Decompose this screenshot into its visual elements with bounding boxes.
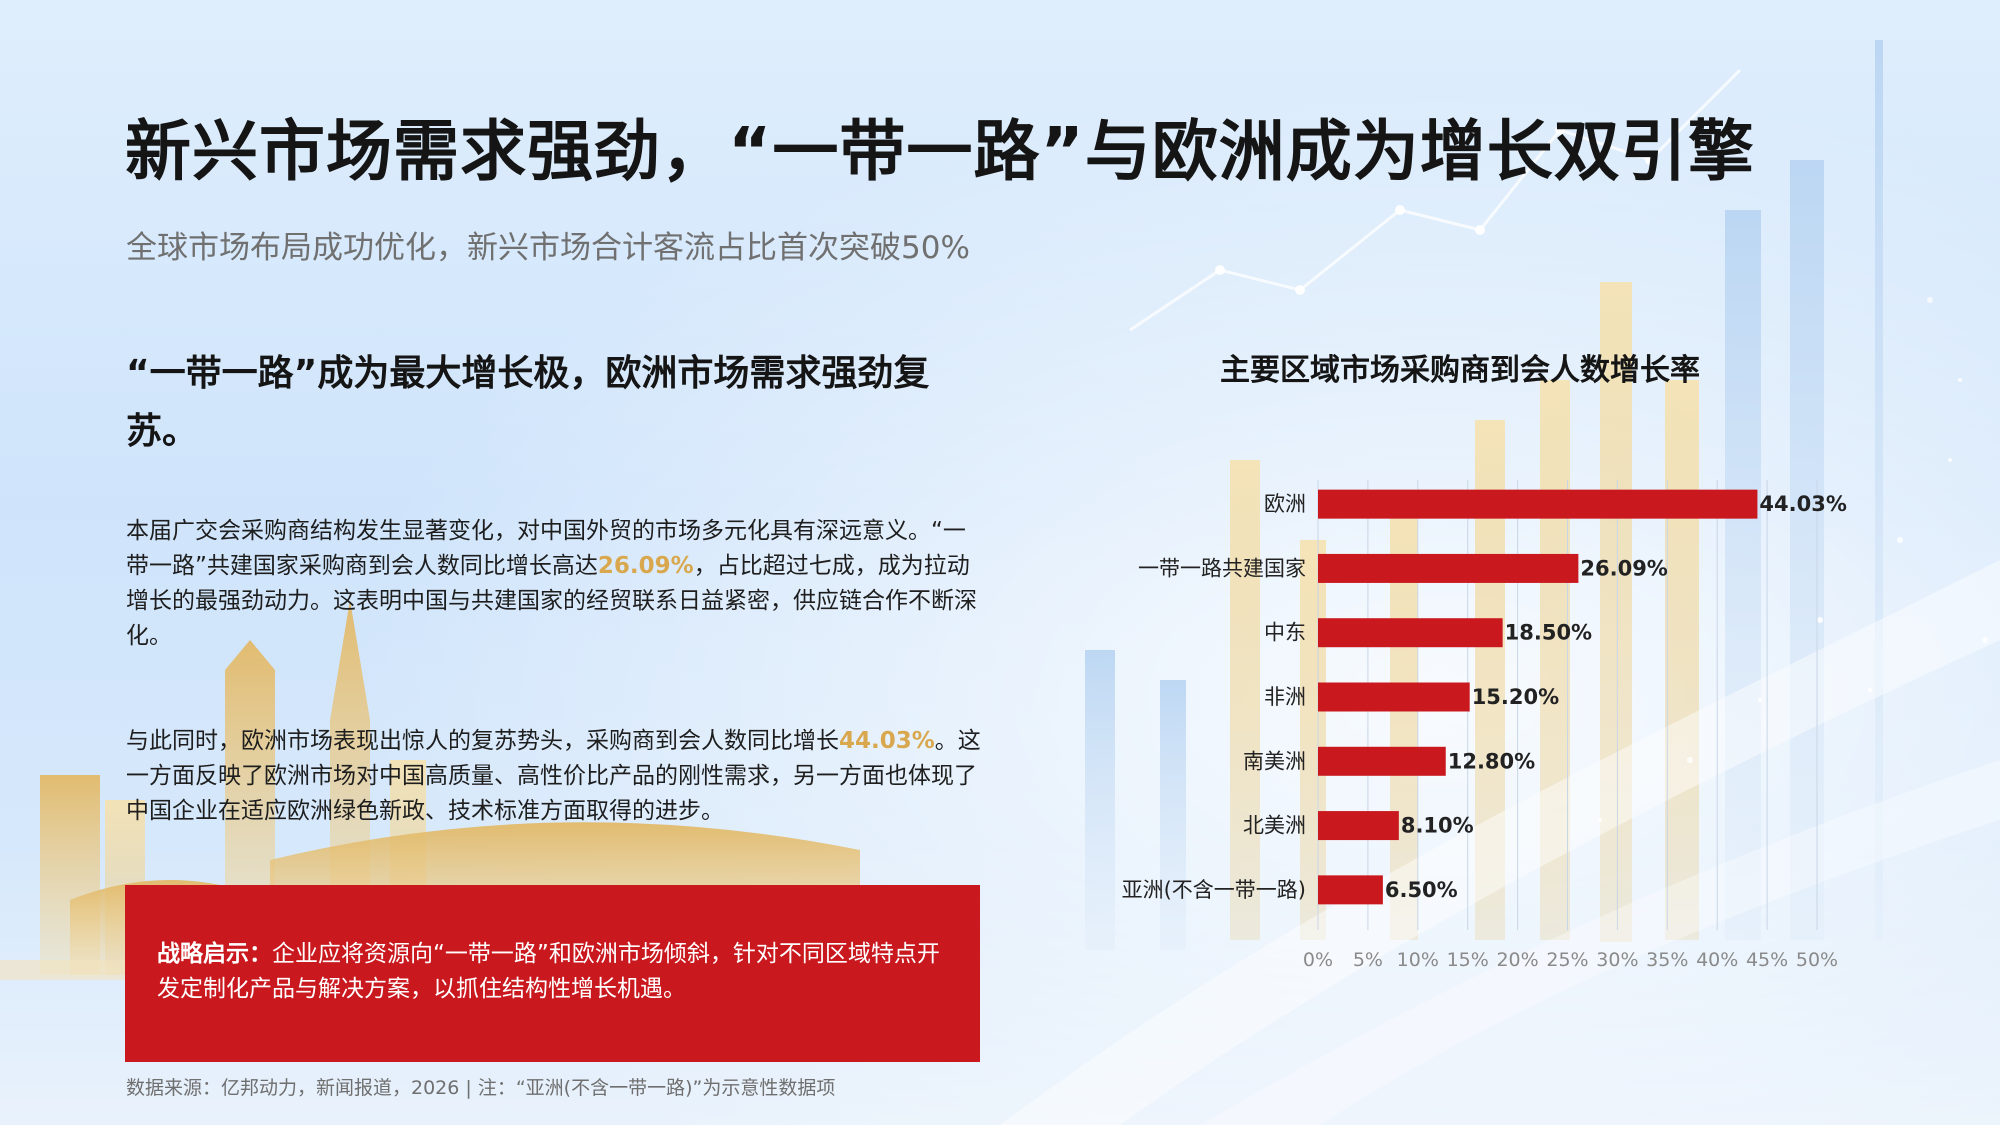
- paragraph-belt-and-road: 本届广交会采购商结构发生显著变化，对中国外贸的市场多元化具有深远意义。“一带一路…: [126, 514, 986, 654]
- callout-label: 战略启示：: [157, 941, 272, 967]
- paragraph-text: 与此同时，欧洲市场表现出惊人的复苏势头，采购商到会人数同比增长: [126, 728, 839, 754]
- data-label: 8.10%: [1401, 814, 1474, 838]
- bar: [1318, 682, 1470, 712]
- paragraph-text: ，占比超过七成，成为拉动增长的最强劲动力。这表明中国与共建国家的经贸联系日益紧密…: [126, 553, 977, 649]
- x-tick-label: 45%: [1746, 949, 1788, 971]
- data-label: 6.50%: [1385, 878, 1458, 902]
- bar: [1318, 618, 1503, 648]
- chart-title: 主要区域市场采购商到会人数增长率: [1220, 353, 1700, 388]
- paragraph-europe: 与此同时，欧洲市场表现出惊人的复苏势头，采购商到会人数同比增长44.03%。这一…: [126, 724, 986, 829]
- growth-rate-bar-chart: 0% 5% 10% 15% 20% 25% 30% 35% 40% 45% 50% 欧洲 44.03% 一…: [1122, 480, 1847, 971]
- category-label: 非洲: [1264, 685, 1306, 709]
- paragraph-text: 。这一方面反映了欧洲市场对中国高质量、高性价比产品的刚性需求，另一方面也体现了中…: [126, 728, 981, 824]
- category-label: 一带一路共建国家: [1138, 556, 1306, 580]
- bar: [1318, 811, 1399, 841]
- highlight-value: 44.03%: [839, 728, 935, 754]
- strategy-callout-box: 战略启示：企业应将资源向“一带一路”和欧洲市场倾斜，针对不同区域特点开发定制化产…: [125, 885, 980, 1062]
- bar: [1318, 875, 1383, 905]
- page-subtitle: 全球市场布局成功优化，新兴市场合计客流占比首次突破50%: [126, 230, 970, 266]
- bar: [1318, 489, 1758, 519]
- callout-body: 企业应将资源向“一带一路”和欧洲市场倾斜，针对不同区域特点开发定制化产品与解决方…: [157, 941, 940, 1002]
- highlight-value: 26.09%: [597, 553, 694, 579]
- data-source-footnote: 数据来源：亿邦动力，新闻报道，2026 | 注：“亚洲(不含一带一路)”为示意性…: [126, 1077, 836, 1099]
- bar: [1318, 746, 1446, 776]
- category-label: 北美洲: [1243, 814, 1306, 838]
- page-title: 新兴市场需求强劲，“一带一路”与欧洲成为增长双引擎: [125, 113, 1755, 190]
- category-label: 欧洲: [1264, 492, 1306, 516]
- x-tick-label: 30%: [1596, 949, 1638, 971]
- category-label: 南美洲: [1243, 749, 1306, 773]
- category-label: 中东: [1264, 621, 1306, 645]
- x-tick-label: 25%: [1546, 949, 1588, 971]
- x-tick-label: 20%: [1496, 949, 1538, 971]
- x-tick-label: 10%: [1397, 949, 1439, 971]
- x-tick-label: 50%: [1796, 949, 1838, 971]
- data-label: 44.03%: [1759, 492, 1846, 516]
- category-label: 亚洲(不含一带一路): [1122, 878, 1306, 902]
- x-tick-label: 35%: [1646, 949, 1688, 971]
- x-tick-label: 0%: [1303, 949, 1333, 971]
- data-label: 15.20%: [1472, 685, 1559, 709]
- data-label: 26.09%: [1580, 556, 1667, 580]
- x-tick-label: 40%: [1696, 949, 1738, 971]
- section-heading: “一带一路”成为最大增长极，欧洲市场需求强劲复苏。: [126, 353, 930, 452]
- data-label: 12.80%: [1448, 749, 1535, 773]
- callout-text: 战略启示：企业应将资源向“一带一路”和欧洲市场倾斜，针对不同区域特点开发定制化产…: [157, 937, 947, 1007]
- bar: [1318, 553, 1579, 583]
- x-tick-label: 15%: [1447, 949, 1489, 971]
- paragraph-text: 本届广交会采购商结构发生显著变化，对中国外贸的市场多元化具有深远意义。“一带一路…: [126, 518, 966, 579]
- data-label: 18.50%: [1505, 621, 1592, 645]
- x-tick-label: 5%: [1353, 949, 1383, 971]
